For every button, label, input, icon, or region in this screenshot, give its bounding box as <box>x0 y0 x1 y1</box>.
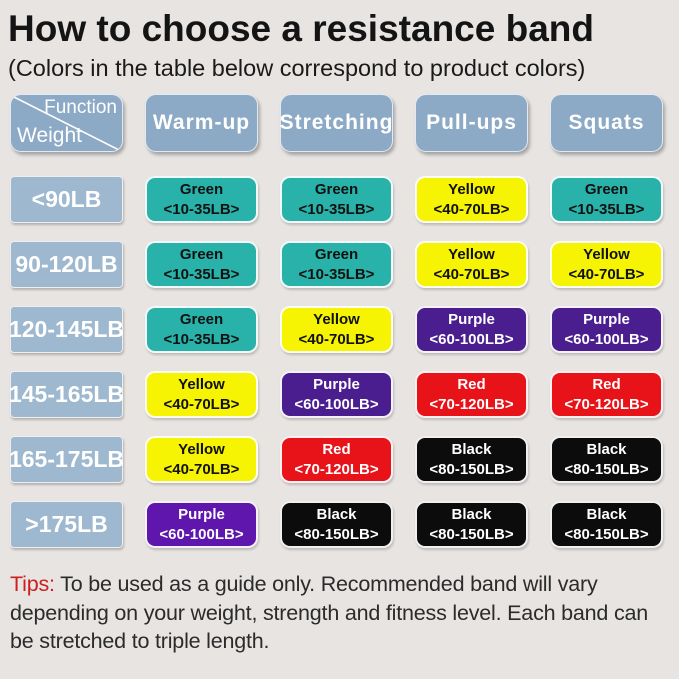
band-range: <40-70LB> <box>433 265 510 283</box>
band-range: <10-35LB> <box>163 265 240 283</box>
column-header-pull-ups: Pull-ups <box>415 94 528 153</box>
band-name: Black <box>586 506 627 524</box>
band-range: <10-35LB> <box>163 330 240 348</box>
band-range: <40-70LB> <box>163 460 240 478</box>
band-range: <40-70LB> <box>298 330 375 348</box>
band-cell-green: Green <10-35LB> <box>145 306 258 354</box>
band-range: <60-100LB> <box>294 395 379 413</box>
band-range: <40-70LB> <box>568 265 645 283</box>
band-name: Red <box>592 376 621 394</box>
band-name: Red <box>322 441 351 459</box>
weight-label: 145-165LB <box>9 371 124 419</box>
band-range: <60-100LB> <box>429 330 514 348</box>
band-cell-yellow: Yellow <40-70LB> <box>550 241 663 289</box>
band-range: <80-150LB> <box>294 525 379 543</box>
band-cell-red: Red <70-120LB> <box>550 371 663 419</box>
band-name: Green <box>179 246 224 264</box>
band-name: Yellow <box>313 311 360 329</box>
band-name: Purple <box>178 506 225 524</box>
corner-cell: Function Weight <box>10 94 123 153</box>
band-name: Black <box>316 506 357 524</box>
band-cell-black: Black <80-150LB> <box>280 501 393 549</box>
band-cell-red: Red <70-120LB> <box>280 436 393 484</box>
band-range: <10-35LB> <box>163 200 240 218</box>
band-name: Green <box>314 181 359 199</box>
band-name: Yellow <box>448 246 495 264</box>
resistance-band-table: Function Weight Warm-up Stretching Pull-up… <box>9 94 673 549</box>
band-cell-yellow: Yellow <40-70LB> <box>145 371 258 419</box>
corner-weight-label: Weight <box>17 124 82 148</box>
band-range: <40-70LB> <box>163 395 240 413</box>
band-cell-black: Black <80-150LB> <box>550 501 663 549</box>
band-name: Green <box>179 181 224 199</box>
weight-label: <90LB <box>10 176 123 224</box>
weight-label: 165-175LB <box>9 436 124 484</box>
band-range: <80-150LB> <box>564 460 649 478</box>
band-cell-black: Black <80-150LB> <box>415 501 528 549</box>
column-header-warm-up: Warm-up <box>145 94 258 153</box>
band-name: Yellow <box>178 441 225 459</box>
band-cell-black: Black <80-150LB> <box>550 436 663 484</box>
tips-paragraph: Tips: To be used as a guide only. Recomm… <box>10 570 671 655</box>
tips-label: Tips: <box>10 572 55 597</box>
band-range: <10-35LB> <box>298 265 375 283</box>
band-cell-black: Black <80-150LB> <box>415 436 528 484</box>
band-cell-yellow: Yellow <40-70LB> <box>415 241 528 289</box>
weight-label: >175LB <box>10 501 123 549</box>
band-name: Red <box>457 376 486 394</box>
weight-label: 90-120LB <box>10 241 123 289</box>
band-cell-green: Green <10-35LB> <box>145 176 258 224</box>
band-cell-yellow: Yellow <40-70LB> <box>415 176 528 224</box>
corner-function-label: Function <box>44 97 117 119</box>
weight-label: 120-145LB <box>9 306 124 354</box>
band-name: Green <box>584 181 629 199</box>
band-range: <60-100LB> <box>564 330 649 348</box>
band-name: Yellow <box>583 246 630 264</box>
band-cell-yellow: Yellow <40-70LB> <box>280 306 393 354</box>
band-range: <60-100LB> <box>159 525 244 543</box>
band-range: <80-150LB> <box>429 525 514 543</box>
band-name: Yellow <box>448 181 495 199</box>
band-range: <70-120LB> <box>429 395 514 413</box>
band-name: Black <box>586 441 627 459</box>
diagonal-line <box>11 95 122 152</box>
band-cell-purple: Purple <60-100LB> <box>550 306 663 354</box>
band-cell-green: Green <10-35LB> <box>550 176 663 224</box>
band-cell-purple: Purple <60-100LB> <box>280 371 393 419</box>
page-subtitle: (Colors in the table below correspond to… <box>8 55 586 82</box>
band-name: Green <box>314 246 359 264</box>
tips-text: To be used as a guide only. Recommended … <box>10 572 649 653</box>
band-cell-red: Red <70-120LB> <box>415 371 528 419</box>
page-title: How to choose a resistance band <box>8 8 594 49</box>
band-range: <70-120LB> <box>564 395 649 413</box>
band-range: <40-70LB> <box>433 200 510 218</box>
band-range: <10-35LB> <box>298 200 375 218</box>
band-name: Black <box>451 506 492 524</box>
band-name: Purple <box>313 376 360 394</box>
band-cell-green: Green <10-35LB> <box>145 241 258 289</box>
band-name: Green <box>179 311 224 329</box>
column-header-squats: Squats <box>550 94 663 153</box>
band-cell-purple-bright: Purple <60-100LB> <box>145 501 258 549</box>
band-range: <80-150LB> <box>564 525 649 543</box>
band-cell-yellow: Yellow <40-70LB> <box>145 436 258 484</box>
band-cell-green: Green <10-35LB> <box>280 241 393 289</box>
band-range: <10-35LB> <box>568 200 645 218</box>
band-range: <70-120LB> <box>294 460 379 478</box>
band-name: Purple <box>583 311 630 329</box>
band-range: <80-150LB> <box>429 460 514 478</box>
band-cell-green: Green <10-35LB> <box>280 176 393 224</box>
band-name: Black <box>451 441 492 459</box>
band-cell-purple: Purple <60-100LB> <box>415 306 528 354</box>
band-name: Yellow <box>178 376 225 394</box>
column-header-stretching: Stretching <box>280 94 393 153</box>
band-name: Purple <box>448 311 495 329</box>
